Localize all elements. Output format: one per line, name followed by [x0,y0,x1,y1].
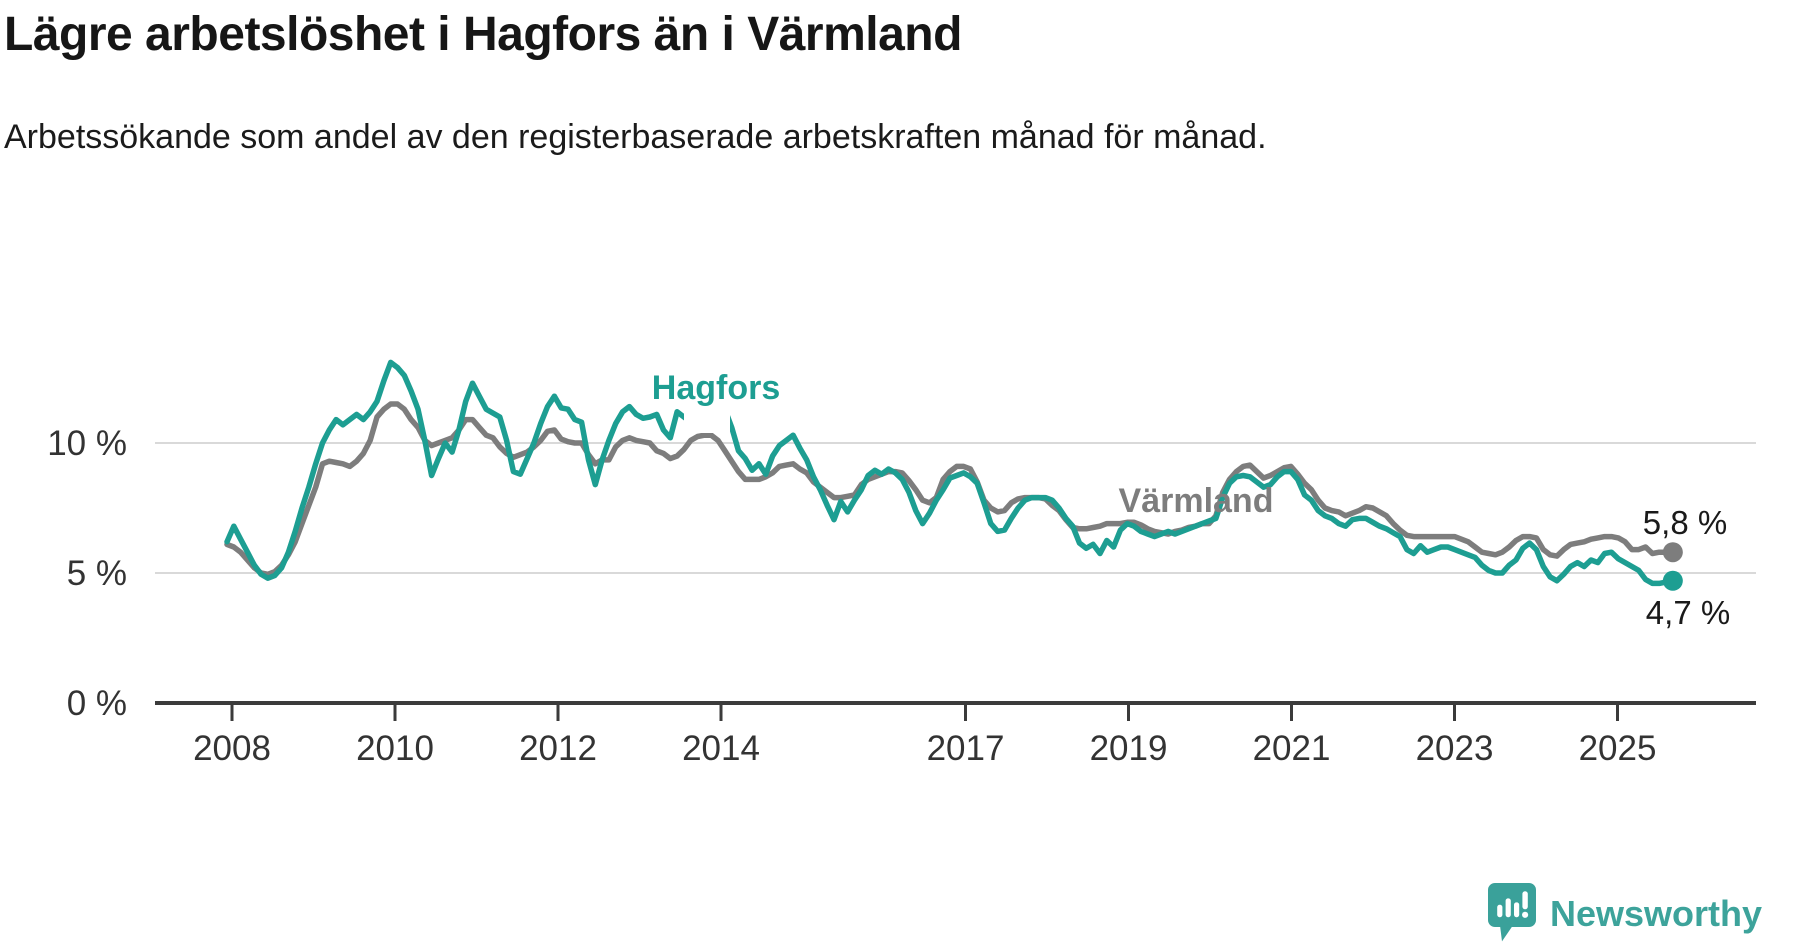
series-label-varmland: Värmland [1119,482,1274,520]
x-axis-tick-label: 2014 [682,729,760,768]
newsworthy-logo-icon [1488,883,1536,942]
x-axis-tick-label: 2010 [356,729,434,768]
x-axis-tick-label: 2008 [193,729,271,768]
end-dot-varmland [1662,542,1683,563]
end-value-label-varmland: 5,8 % [1643,504,1727,541]
page-title: Lägre arbetslöshet i Hagfors än i Värmla… [4,8,962,61]
label-line-gap [684,396,730,433]
brand-name: Newsworthy [1550,893,1763,934]
x-axis-tick-label: 2012 [519,729,597,768]
end-dot-hagfors [1662,570,1683,591]
x-axis-tick-label: 2025 [1579,729,1657,768]
y-axis-tick-label: 10 % [47,424,127,463]
x-axis-tick-label: 2017 [927,729,1005,768]
y-axis-tick-label: 0 % [67,684,127,723]
chart-subtitle: Arbetssökande som andel av den registerb… [4,118,1267,156]
plot-layer: 0 % 5 % 10 % 2008 2010 2012 2014 2017 2019 2021 20… [47,359,1756,768]
brand-footer: Newsworthy [1488,882,1762,946]
series-line-hagfors [224,359,1676,587]
x-axis-tick-label: 2023 [1416,729,1494,768]
x-axis-tick-label: 2021 [1253,729,1331,768]
series-label-hagfors: Hagfors [652,369,780,407]
y-axis-tick-label: 5 % [67,554,127,593]
x-axis-tick-label: 2019 [1090,729,1168,768]
end-value-label-hagfors: 4,7 % [1646,594,1730,631]
series-line-varmland [224,401,1676,578]
